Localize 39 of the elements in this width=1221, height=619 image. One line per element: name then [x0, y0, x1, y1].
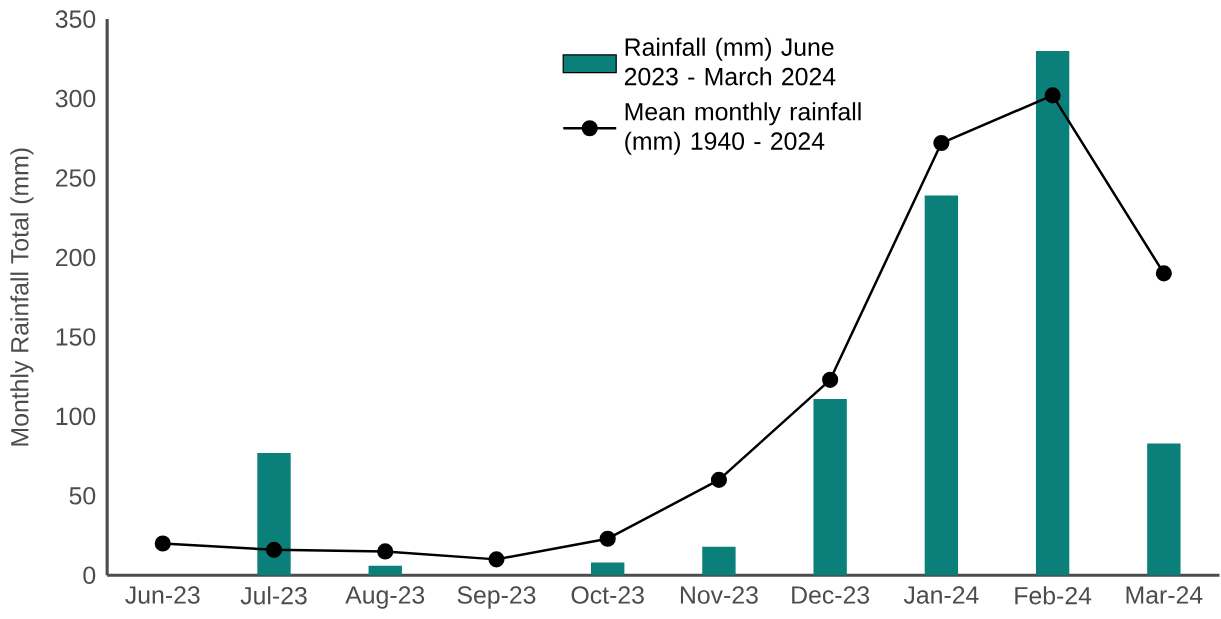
y-tick-label: 100 — [56, 407, 96, 426]
point — [710, 471, 727, 488]
point — [154, 535, 171, 552]
point — [1044, 87, 1061, 104]
x-tick-label: Nov-23 — [680, 586, 758, 604]
bar — [1035, 50, 1070, 576]
bar — [813, 398, 847, 576]
point — [599, 530, 616, 547]
bar — [368, 565, 402, 576]
x-tick-label: Aug-23 — [345, 586, 425, 609]
point — [933, 134, 950, 152]
x-tick-label: Jan-24 — [903, 586, 979, 604]
legend-label: Mean monthly rainfall (mm) 1940 - 2024 — [625, 102, 861, 155]
y-tick-label: 0 — [83, 566, 96, 585]
point — [377, 543, 394, 560]
y-axis-title: Monthly Rainfall Total (mm) — [10, 148, 34, 446]
x-tick-label: Mar-24 — [1126, 586, 1203, 604]
point — [488, 551, 505, 568]
bar — [702, 546, 736, 576]
x-tick-label: Oct-23 — [571, 586, 644, 604]
y-tick-label: 250 — [56, 169, 96, 187]
x-tick-label: Jun-23 — [125, 586, 200, 604]
point — [822, 371, 839, 388]
x-tick-label: Sep-23 — [457, 586, 536, 609]
y-tick-label: 200 — [56, 248, 96, 267]
bar — [924, 195, 959, 576]
bar — [591, 562, 625, 576]
x-tick-label: Feb-24 — [1015, 586, 1092, 605]
point — [1155, 265, 1172, 282]
bar — [1147, 443, 1181, 576]
point — [265, 541, 283, 558]
y-tick-label: 300 — [55, 89, 96, 108]
legend-label: Rainfall (mm) June 2023 - March 2024 — [624, 37, 836, 86]
y-tick-label: 150 — [56, 328, 96, 346]
y-tick-label: 50 — [69, 487, 96, 505]
y-tick-label: 350 — [55, 10, 96, 28]
bar — [257, 452, 291, 576]
x-tick-label: Jul-23 — [240, 586, 307, 605]
x-tick-label: Dec-23 — [792, 586, 870, 604]
